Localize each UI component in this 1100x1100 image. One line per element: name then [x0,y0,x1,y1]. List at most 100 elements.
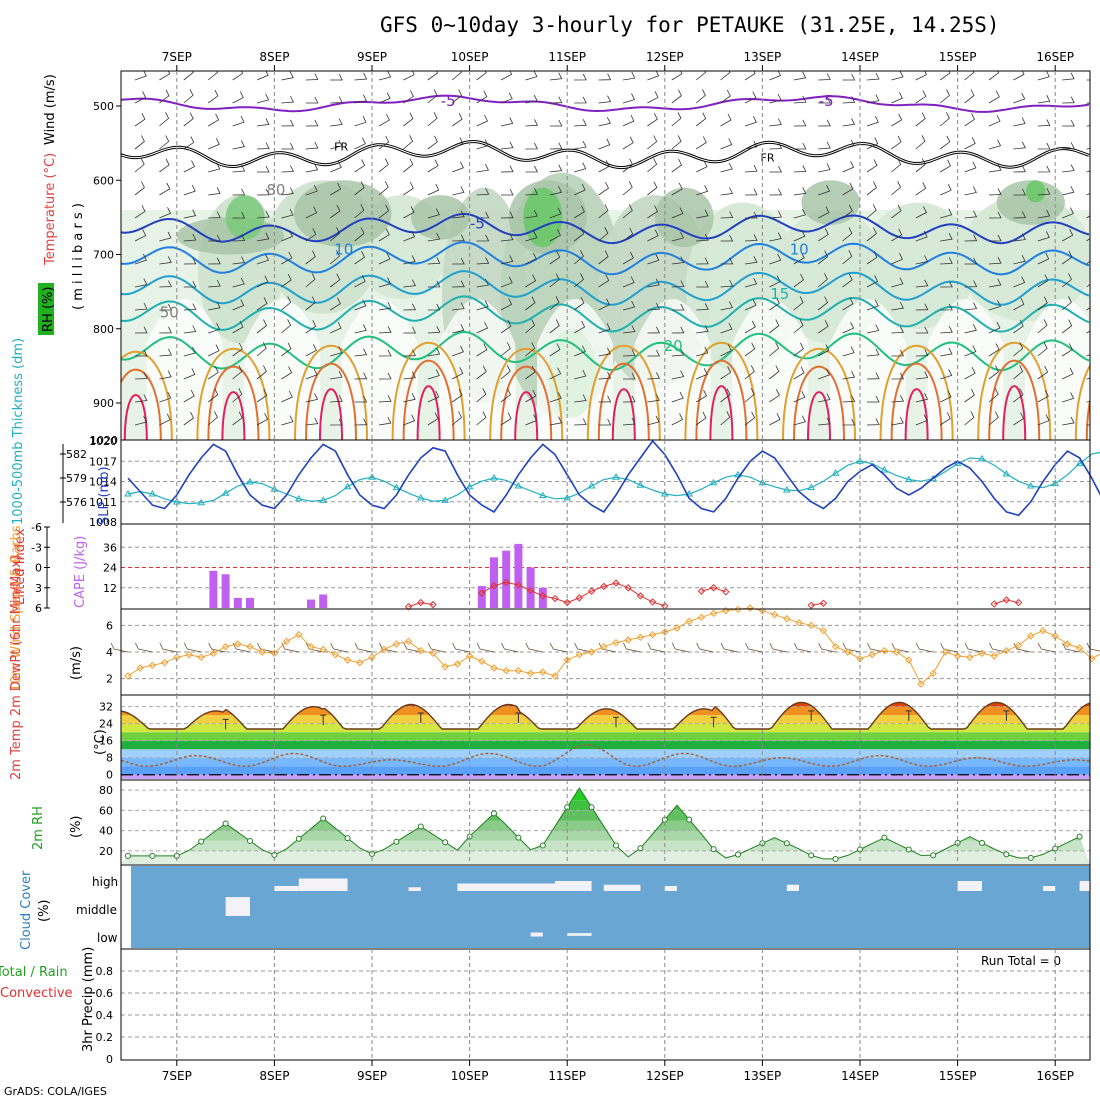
wind-barb [451,389,463,403]
temp-tick-label: 32 [99,701,113,714]
wind-barb [1062,96,1075,104]
rh-point [588,804,595,811]
wind-barb [183,184,196,196]
surface-wind-barb [476,642,495,653]
rh-line [128,787,1080,860]
wind-barb [403,414,416,426]
wind-barb [1037,274,1049,288]
wind-barb [354,418,368,426]
wind-barb [598,371,612,380]
wind-barb [915,135,926,150]
precip-tick-label: 0.4 [96,1009,114,1022]
wind-barb [769,413,781,426]
wind-speed-point [978,649,986,658]
wind-barb [208,257,221,265]
cape-tick-label: 24 [103,562,117,575]
wind-barb [501,188,514,196]
wind-barb [891,228,903,242]
wind-barb [403,71,415,81]
wind-barb [623,372,636,380]
wind-speed-point [1014,641,1023,650]
wind-barb [720,279,734,288]
freezing-level-inner [121,140,1090,169]
rh-point [222,820,229,827]
wind-barb [452,186,465,196]
wind-barb [476,300,489,311]
cloud-ylabel: Cloud Cover [19,870,34,950]
thickness-point [416,494,425,501]
wind-barb [207,411,218,426]
wind-barb [549,72,563,81]
wind-barb [622,325,636,334]
wind-barb [378,181,389,196]
wind-barb [720,211,734,219]
wind-speed-point [746,604,754,612]
temp-band [121,757,1090,767]
wind-barb [256,275,269,288]
wind-barb [818,417,831,426]
wind-barb [1013,188,1027,196]
wind-barb [940,347,953,357]
wind-barb [1061,250,1073,265]
temp-axis: 32 24 16 8 0 [99,701,113,782]
wind-barb [354,94,367,104]
temp-grid [121,706,1090,759]
wind-barb [671,348,685,357]
wind-speed-point [648,630,657,639]
wind-barb [403,182,414,196]
wind-barb [866,299,879,311]
wind-barb [378,204,390,219]
warm-isotherm [684,342,759,440]
top-day-label: 12SEP [646,50,684,64]
wind-barb [330,395,343,403]
wind-barb [988,278,1002,288]
thickness-point [294,494,303,502]
wind-barb [500,365,511,380]
wind-barb [696,303,709,311]
wind-barb [378,113,390,127]
wind-barb [500,92,513,104]
rh-shade [801,180,860,225]
wind-barb [817,320,829,334]
wind-barb [525,342,536,357]
thickness-point [221,489,230,496]
isotherm-label: 80 [266,181,285,199]
wind-barb [1013,412,1025,426]
li-point [539,592,547,600]
li-point [697,587,706,595]
temp-band [121,702,1090,707]
warm-isotherm [207,365,260,440]
cloud-level-middle: middle [76,903,117,917]
wind-barb [281,230,294,242]
wind-barb [256,188,270,196]
wind-barb [769,275,781,288]
wind-barb [964,161,977,173]
warm-isotherm [402,359,455,440]
thickness-point [392,483,401,491]
wind-barb [427,232,441,242]
cloud-block-high [664,886,677,891]
wind-barb [939,112,950,127]
wind-barb [256,142,270,150]
rh-point [710,846,717,853]
li-point [600,582,608,591]
surface-wind-barb [745,642,763,653]
wind-barb [818,184,831,196]
wind-barb [647,394,660,403]
wind-axis: 6 4 2 [106,619,113,685]
wind-barb [208,138,220,150]
thickness-point [343,482,352,490]
surface-wind-barb [720,642,739,653]
wind-barb [476,388,487,403]
wind-barb [793,342,804,357]
thickness-point [612,473,620,480]
precip-ylabel-axis: 3hr Precip (mm) [81,947,96,1052]
warm-isotherm [305,362,358,440]
wind-barb [159,112,170,127]
wind-barb [720,187,734,196]
wind-barb [647,113,658,127]
wind-barb [988,234,1002,242]
wind-barb [1037,365,1049,380]
wind-barb [574,119,587,127]
precip-ylabel-total: Total / Rain [0,965,68,980]
